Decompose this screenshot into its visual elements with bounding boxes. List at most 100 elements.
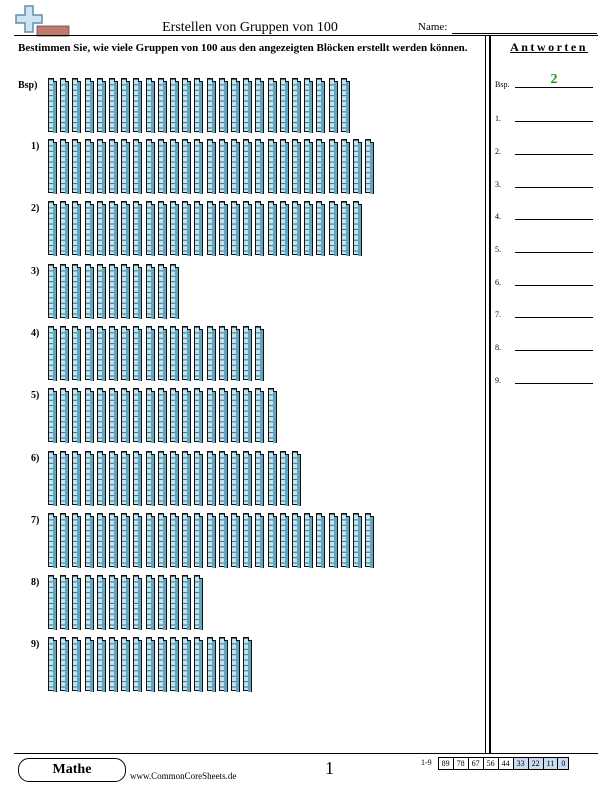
tens-rod — [60, 78, 70, 133]
footer-divider — [14, 753, 598, 754]
answer-label: 9. — [495, 376, 501, 385]
answer-line[interactable] — [515, 383, 593, 384]
tens-rod — [109, 326, 118, 381]
tens-rod — [48, 139, 57, 194]
tens-rod — [255, 451, 265, 506]
name-field[interactable] — [452, 33, 597, 34]
tens-rod — [206, 326, 216, 381]
answer-label: 8. — [495, 343, 501, 352]
tens-rod — [84, 388, 94, 443]
tens-rod — [133, 139, 143, 194]
answer-line[interactable] — [515, 285, 593, 286]
tens-rod — [84, 78, 94, 133]
tens-rod — [218, 388, 228, 443]
tens-rod — [109, 139, 118, 194]
tens-rod — [316, 139, 326, 194]
tens-rod — [133, 326, 143, 381]
tens-rod — [316, 201, 326, 256]
tens-rod — [96, 326, 106, 381]
tens-rod — [157, 78, 167, 133]
tens-rod — [255, 388, 265, 443]
tens-rod — [231, 388, 240, 443]
tens-rod — [255, 139, 265, 194]
tens-rod — [133, 388, 143, 443]
tens-rod — [145, 388, 155, 443]
tens-rod — [170, 451, 179, 506]
tens-rod — [206, 451, 216, 506]
tens-rod — [84, 326, 94, 381]
problem-label: 7) — [31, 515, 40, 526]
tens-rod — [194, 326, 204, 381]
tens-rod — [60, 264, 70, 319]
tens-rod — [145, 201, 155, 256]
tens-rod — [48, 388, 57, 443]
tens-rod — [170, 388, 179, 443]
tens-rod — [48, 201, 57, 256]
tens-rod — [121, 575, 131, 630]
score-key: 1-9 89 78 67 56 44 33 22 11 0 — [418, 757, 570, 770]
tens-rod — [292, 78, 301, 133]
answer-example-value: 2 — [550, 72, 558, 87]
tens-rod — [182, 451, 192, 506]
tens-rod — [340, 201, 350, 256]
tens-rod — [145, 513, 155, 568]
score-cell: 0 — [558, 757, 570, 770]
tens-rod — [157, 201, 167, 256]
website-link[interactable]: www.CommonCoreSheets.de — [130, 771, 237, 781]
subject-badge: Mathe — [18, 758, 126, 782]
problem-label: 9) — [31, 639, 40, 650]
tens-rod — [218, 637, 228, 692]
tens-rod — [182, 326, 192, 381]
tens-rod — [145, 451, 155, 506]
answer-line[interactable] — [515, 219, 593, 220]
tens-rod — [170, 139, 179, 194]
tens-rod — [255, 326, 265, 381]
problem-label: 5) — [31, 390, 40, 401]
answer-line[interactable] — [515, 252, 593, 253]
tens-rod — [194, 451, 204, 506]
tens-rod — [170, 78, 179, 133]
instructions: Bestimmen Sie, wie viele Gruppen von 100… — [18, 42, 468, 54]
tens-rod — [267, 139, 277, 194]
answer-line[interactable] — [515, 121, 593, 122]
tens-rod — [255, 78, 265, 133]
tens-rod — [109, 451, 118, 506]
worksheet-title: Erstellen von Gruppen von 100 — [162, 20, 338, 35]
tens-rod — [279, 201, 289, 256]
score-cell: 11 — [543, 757, 559, 770]
tens-rod — [72, 139, 82, 194]
answer-label: 4. — [495, 212, 501, 221]
tens-rod — [60, 139, 70, 194]
tens-rod — [279, 139, 289, 194]
tens-rod — [121, 201, 131, 256]
tens-rod — [365, 513, 375, 568]
tens-rod — [182, 637, 192, 692]
tens-rod — [231, 637, 240, 692]
tens-rod — [96, 78, 106, 133]
tens-rod — [157, 139, 167, 194]
tens-rod — [279, 78, 289, 133]
tens-rod — [84, 139, 94, 194]
tens-rod — [133, 264, 143, 319]
answer-line[interactable] — [515, 187, 593, 188]
score-cell: 56 — [483, 757, 499, 770]
tens-rod — [182, 575, 192, 630]
tens-rod — [157, 388, 167, 443]
answer-line[interactable] — [515, 154, 593, 155]
tens-rod — [96, 513, 106, 568]
score-cell: 78 — [453, 757, 469, 770]
tens-rod — [243, 451, 253, 506]
tens-rod — [121, 388, 131, 443]
tens-rod — [133, 451, 143, 506]
tens-rod — [267, 451, 277, 506]
problem-label: 6) — [31, 453, 40, 464]
tens-rod — [206, 78, 216, 133]
answer-line[interactable] — [515, 317, 593, 318]
tens-rod — [157, 575, 167, 630]
tens-rod — [48, 451, 57, 506]
tens-rod — [121, 451, 131, 506]
tens-rod — [194, 575, 204, 630]
answer-line[interactable] — [515, 350, 593, 351]
tens-rod — [96, 451, 106, 506]
tens-rod — [48, 78, 57, 133]
